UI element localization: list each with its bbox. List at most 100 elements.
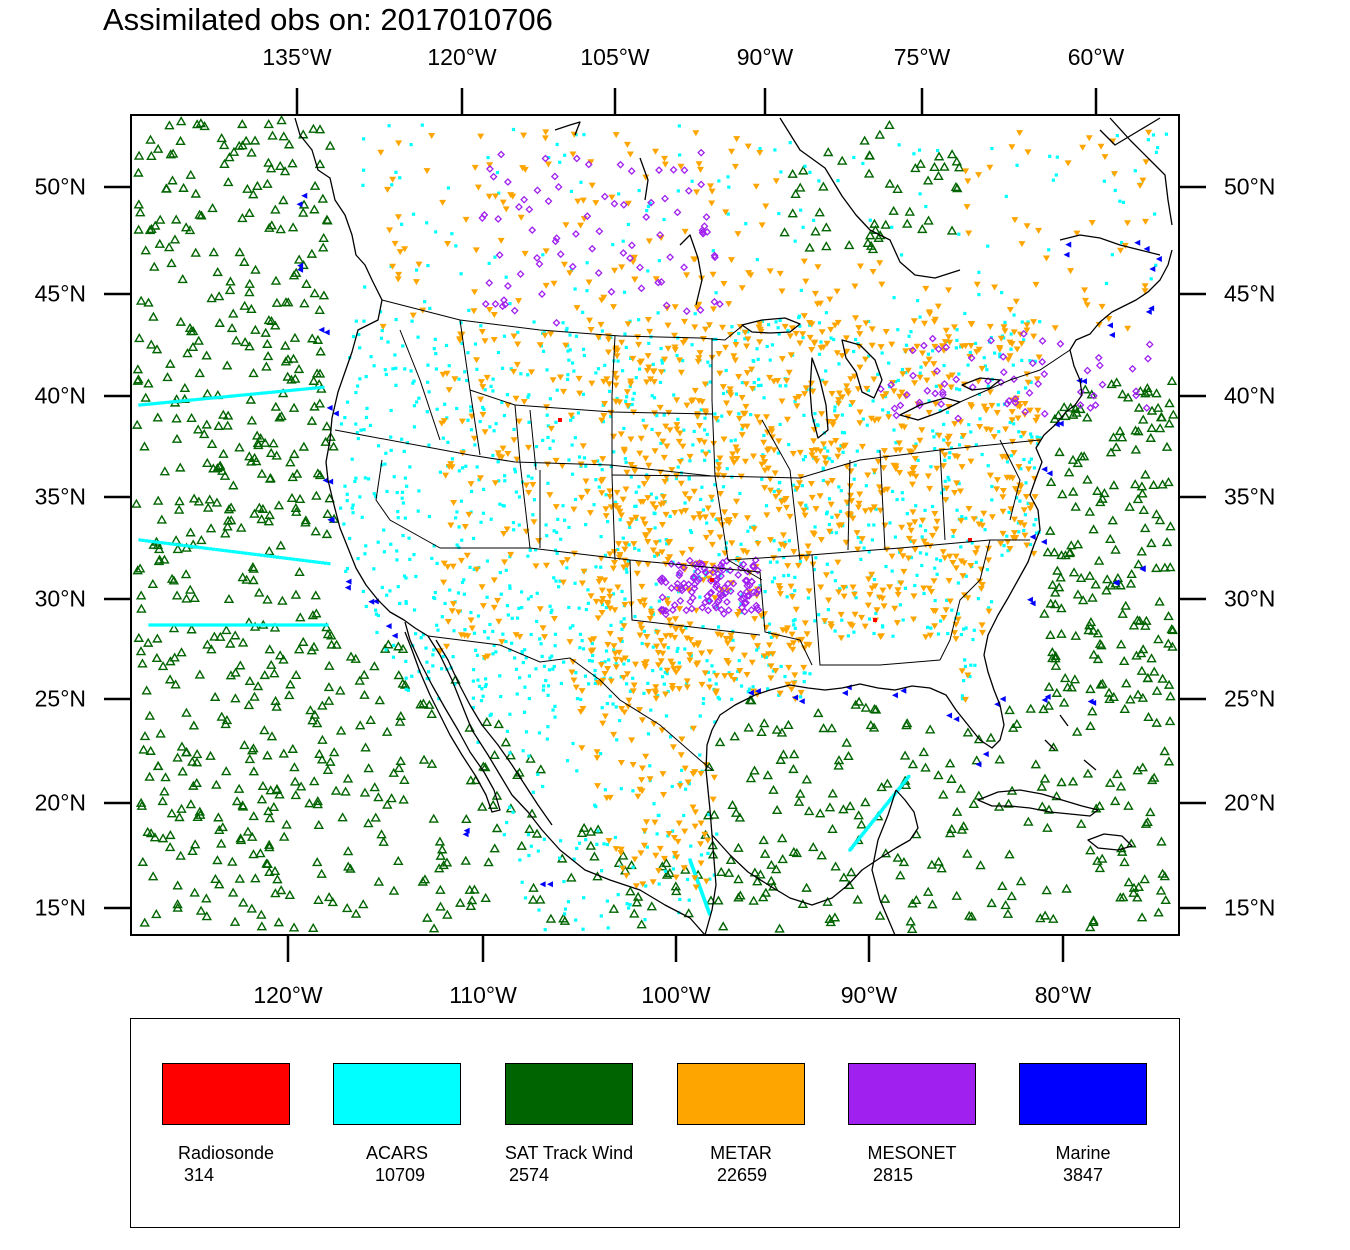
metar-marker <box>899 553 907 560</box>
sat-track-wind-marker <box>1156 836 1167 846</box>
sat-track-wind-marker <box>911 894 922 904</box>
sat-track-wind-marker <box>159 554 170 564</box>
sat-track-wind-marker <box>264 866 275 877</box>
acars-marker <box>483 388 487 392</box>
sat-track-wind-marker <box>237 213 248 223</box>
sat-track-wind-marker <box>1164 716 1176 726</box>
acars-marker <box>295 558 299 562</box>
sat-track-wind-marker <box>1118 892 1129 902</box>
sat-track-wind-marker <box>1053 410 1064 420</box>
acars-marker <box>293 388 297 392</box>
acars-marker <box>923 528 928 533</box>
metar-marker <box>925 356 933 363</box>
metar-marker <box>846 621 854 628</box>
sat-track-wind-marker <box>907 898 918 908</box>
acars-marker <box>662 682 666 686</box>
acars-marker <box>430 556 434 561</box>
acars-marker <box>648 201 652 205</box>
sat-track-wind-marker <box>322 764 334 775</box>
metar-marker <box>715 517 723 524</box>
acars-marker <box>838 587 842 591</box>
metar-marker <box>783 377 791 384</box>
sat-track-wind-marker <box>516 840 527 850</box>
metar-marker <box>638 583 646 590</box>
metar-marker <box>722 344 730 351</box>
acars-marker <box>150 402 154 406</box>
acars-marker <box>784 384 788 388</box>
metar-marker <box>910 539 918 546</box>
acars-marker <box>924 204 928 209</box>
metar-marker <box>743 343 751 350</box>
metar-marker <box>660 500 668 507</box>
sat-track-wind-marker <box>477 801 488 811</box>
acars-marker <box>900 491 904 495</box>
acars-marker <box>935 557 939 561</box>
sat-track-wind-marker <box>1097 678 1108 688</box>
acars-marker <box>469 428 474 432</box>
metar-marker <box>890 388 898 395</box>
sat-track-wind-marker <box>1128 620 1140 630</box>
acars-marker <box>491 652 495 656</box>
bottom-lon-label: 110°W <box>449 982 517 1008</box>
acars-marker <box>425 410 429 414</box>
metar-marker <box>804 543 812 550</box>
sat-track-wind-marker <box>309 776 320 786</box>
acars-marker <box>554 579 558 583</box>
sat-track-wind-marker <box>636 919 647 929</box>
sat-track-wind-marker <box>275 540 286 550</box>
metar-marker <box>965 506 973 513</box>
sat-track-wind-marker <box>237 572 248 582</box>
sat-track-wind-marker <box>206 293 217 303</box>
metar-marker <box>1031 494 1039 501</box>
sat-track-wind-marker <box>1157 868 1168 878</box>
acars-marker <box>706 851 710 855</box>
sat-track-wind-marker <box>1157 479 1168 489</box>
acars-marker <box>727 185 731 189</box>
acars-marker <box>537 731 542 735</box>
acars-marker <box>512 528 516 532</box>
sat-track-wind-marker <box>1004 849 1015 859</box>
acars-marker <box>777 211 781 216</box>
metar-marker <box>980 403 988 410</box>
acars-marker <box>799 208 803 212</box>
acars-marker <box>946 631 950 636</box>
acars-marker <box>927 399 931 403</box>
sat-track-wind-marker <box>864 230 876 240</box>
acars-marker <box>833 579 837 583</box>
acars-marker <box>1028 542 1033 547</box>
sat-track-wind-marker <box>843 750 854 761</box>
sat-track-wind-marker <box>1039 608 1050 618</box>
acars-marker <box>546 684 551 688</box>
sat-track-wind-marker <box>1088 524 1099 534</box>
acars-marker <box>394 366 398 370</box>
sat-track-wind-marker <box>787 168 798 178</box>
sat-track-wind-marker <box>199 428 210 439</box>
acars-marker <box>884 564 888 569</box>
acars-marker <box>611 592 616 596</box>
legend-count-mesonet: 2815 <box>873 1165 914 1185</box>
sat-track-wind-marker <box>318 290 330 300</box>
acars-marker <box>942 487 946 491</box>
acars-marker <box>473 342 478 346</box>
metar-marker <box>827 623 835 630</box>
acars-marker <box>837 485 841 489</box>
sat-track-wind-marker <box>131 498 142 508</box>
sat-track-wind-marker <box>631 897 643 907</box>
metar-marker <box>726 636 734 643</box>
sat-track-wind-marker <box>1075 572 1087 583</box>
sat-track-wind-marker <box>664 867 676 878</box>
sat-track-wind-marker <box>625 886 636 896</box>
acars-marker <box>527 754 531 758</box>
acars-marker <box>1008 420 1012 425</box>
metar-marker <box>946 598 954 605</box>
acars-marker <box>551 708 555 712</box>
sat-track-wind-marker <box>287 222 299 232</box>
acars-marker <box>936 632 941 636</box>
acars-marker <box>915 573 919 577</box>
sat-track-wind-marker <box>756 726 767 737</box>
acars-marker <box>199 546 203 550</box>
metar-marker <box>893 620 901 627</box>
acars-marker <box>343 484 347 488</box>
metar-marker <box>696 422 704 429</box>
sat-track-wind-marker <box>192 811 203 821</box>
